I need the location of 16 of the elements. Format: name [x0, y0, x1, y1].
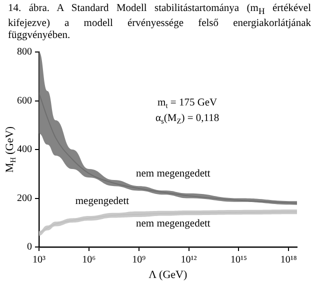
- x-tick-label: 10¹⁸: [280, 254, 298, 266]
- x-tick-label: 10³: [32, 254, 46, 266]
- annotation: nem megengedett: [136, 168, 210, 180]
- x-tick-label: 10⁹: [132, 254, 146, 266]
- annotation: nem megengedett: [136, 218, 210, 229]
- y-tick-label: 600: [17, 94, 32, 106]
- y-tick-label: 0: [27, 241, 32, 252]
- y-tick-label: 400: [17, 144, 32, 155]
- chart-title: 14. ábra. A Standard Modell stabilitástartománya (m$_{H}$ értékével kifejezve) a modell érvényessége felső energiakorlátjának függvényében.: [8, 3, 311, 43]
- x-tick-label: 10⁶: [82, 254, 96, 266]
- x-axis-title: Λ (GeV): [148, 268, 188, 280]
- annotation: megengedett: [75, 196, 130, 207]
- x-tick-label: 10¹⁵: [230, 254, 247, 266]
- y-tick-label: 200: [17, 192, 32, 204]
- y-tick-label: 800: [17, 46, 32, 58]
- x-tick-label: 10¹²: [180, 254, 197, 266]
